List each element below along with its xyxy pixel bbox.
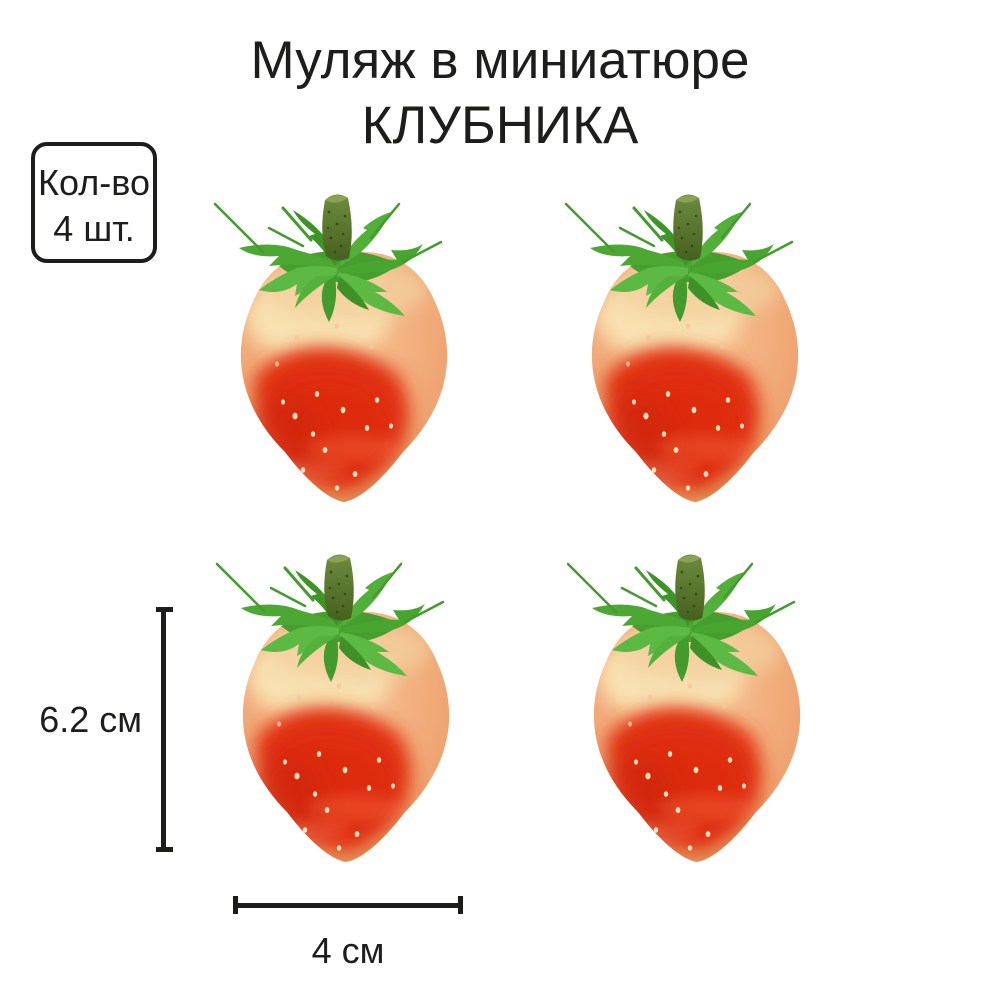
width-dimension-label: 4 см xyxy=(311,930,385,971)
height-dimension-label: 6.2 см xyxy=(39,699,142,740)
height-measure-top-cap xyxy=(156,607,173,612)
strawberry-photo-bottom-left xyxy=(227,548,467,860)
width-measure-left-cap xyxy=(233,896,238,914)
page-title: Муляж в миниатюре КЛУБНИКА xyxy=(0,28,1000,158)
title-line-1: Муляж в миниатюре xyxy=(250,31,750,90)
quantity-badge: Кол-во 4 шт. xyxy=(31,142,157,263)
width-measure-right-cap xyxy=(458,896,463,914)
quantity-label: Кол-во xyxy=(38,162,150,203)
height-measure-bottom-cap xyxy=(156,847,173,852)
strawberry-photo-top-right xyxy=(576,188,816,500)
title-line-2: КЛУБНИКА xyxy=(361,96,639,155)
height-measure-line xyxy=(161,607,166,852)
width-measure-line xyxy=(233,903,463,908)
strawberry-photo-top-left xyxy=(225,188,465,500)
strawberry-photo-bottom-right xyxy=(578,548,818,860)
quantity-value: 4 шт. xyxy=(53,208,135,249)
